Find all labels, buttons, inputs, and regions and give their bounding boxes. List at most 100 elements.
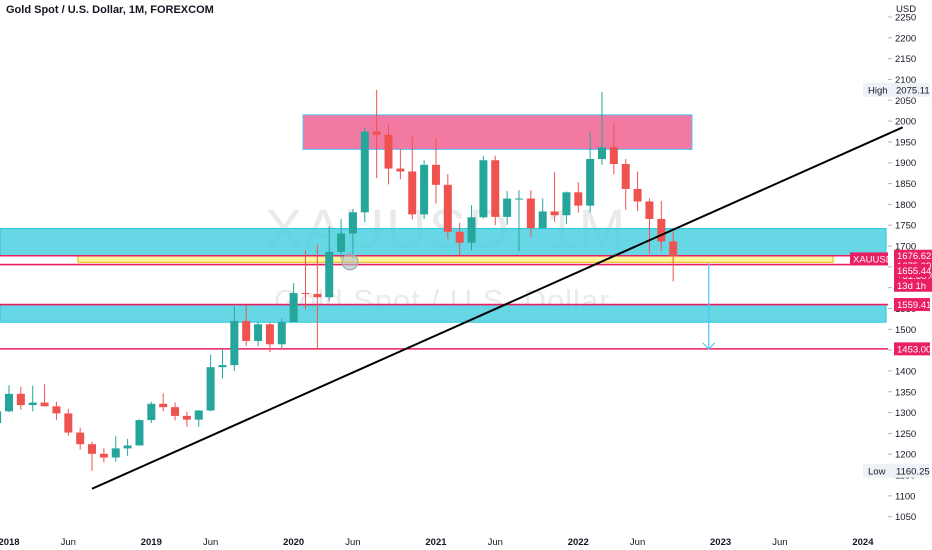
candle-body <box>147 403 156 421</box>
y-tick-label: 1700 <box>895 242 916 253</box>
candle-body <box>99 453 108 458</box>
symbol-tag-bg <box>850 252 888 266</box>
candle-body <box>171 407 180 416</box>
y-tick-label: 1200 <box>895 450 916 461</box>
candle-body <box>325 251 334 298</box>
candle-body <box>491 160 500 217</box>
candle-body <box>372 131 381 135</box>
candle-body <box>669 241 678 257</box>
x-tick-label: Jun <box>203 537 218 548</box>
candle-body <box>467 217 476 243</box>
x-tick-label: 2018 <box>0 537 20 548</box>
candle-body <box>574 192 583 206</box>
candle-body <box>609 147 618 164</box>
projection-arrow-icon <box>702 342 716 350</box>
y-tick-label: 1300 <box>895 408 916 419</box>
low-value: 1160.25 <box>896 466 930 477</box>
candle-body <box>88 444 97 454</box>
x-tick-label: 2020 <box>283 537 304 548</box>
y-tick-label: 2050 <box>895 96 916 107</box>
candle-body <box>123 445 132 449</box>
high-tag-bg <box>863 82 930 97</box>
candle-body <box>111 448 120 458</box>
candle-body <box>621 163 630 189</box>
candle-body <box>194 410 203 420</box>
candle-body <box>254 324 263 341</box>
candle-body <box>301 293 310 295</box>
candle-body <box>598 147 606 159</box>
y-tick-label: 2000 <box>895 117 916 128</box>
high-label: High <box>868 85 888 96</box>
x-tick-label: 2019 <box>141 537 162 548</box>
y-tick-label: 1100 <box>895 491 915 502</box>
candle-body <box>28 402 37 406</box>
x-tick-label: 2022 <box>568 537 589 548</box>
level-1655-tag: 1655.44 <box>897 266 931 277</box>
candle-body <box>230 320 239 366</box>
y-tick-label: 2250 <box>895 12 916 23</box>
time-axis[interactable]: 2018 Jun 2019 Jun 2020 Jun 2021 Jun 2022 Jun 2023 J… <box>0 537 874 548</box>
y-tick-label: 2100 <box>895 75 916 86</box>
zone-upper-support <box>0 228 887 257</box>
candle-body <box>360 131 369 213</box>
x-tick-label: Jun <box>630 537 645 548</box>
candle-body <box>348 212 357 234</box>
y-tick-label: 1500 <box>895 325 916 336</box>
y-tick-label: 1800 <box>895 200 916 211</box>
symbol-tag: XAUUSD <box>853 254 893 265</box>
candle-body <box>159 403 168 408</box>
candle-body <box>64 413 73 433</box>
candle-body <box>265 324 274 345</box>
candle-body <box>0 411 2 423</box>
candle-body <box>52 406 61 414</box>
low-label: Low <box>868 466 886 477</box>
x-tick-label: 2021 <box>425 537 447 548</box>
y-tick-label: 1050 <box>895 512 916 523</box>
level-1559-tag: 1559.41 <box>897 300 931 311</box>
candle-body <box>420 164 429 215</box>
y-tick-label: 1900 <box>895 158 916 169</box>
candles-layer <box>0 89 678 471</box>
candle-body <box>645 201 654 219</box>
candle-body <box>455 231 464 243</box>
zones-layer <box>0 114 888 350</box>
low-tag-bg <box>863 463 930 478</box>
level-1676-tag: 1676.62 <box>897 251 931 262</box>
candle-body <box>633 188 642 202</box>
candle-body <box>218 365 227 368</box>
candle-body <box>277 322 286 345</box>
axis-unit: USD <box>896 4 916 15</box>
trendline <box>91 126 904 490</box>
zone-yellow-band <box>77 255 834 263</box>
y-tick-label: 1950 <box>895 137 916 148</box>
candle-body <box>384 134 393 169</box>
x-tick-label: Jun <box>345 537 360 548</box>
x-tick-label: Jun <box>772 537 787 548</box>
countdown-tag: 13d 1h <box>897 281 926 292</box>
candle-body <box>313 293 322 298</box>
candle-body <box>182 415 191 420</box>
y-tick-label: 1350 <box>895 387 916 398</box>
level-1559-tag-bg <box>894 298 930 312</box>
candle-body <box>206 367 215 411</box>
candle-body <box>586 158 595 206</box>
candle-body <box>431 164 440 185</box>
level-1453-tag-bg <box>894 342 930 356</box>
candle-body <box>396 168 405 172</box>
candle-body <box>443 184 452 232</box>
candle-body <box>337 233 346 252</box>
cursor-marker <box>341 253 359 271</box>
candle-body <box>562 192 571 216</box>
candle-body <box>657 218 666 242</box>
drawings-layer <box>91 126 904 490</box>
candle-body <box>40 402 49 407</box>
x-tick-label: 2024 <box>852 537 874 548</box>
candle-body <box>526 198 535 229</box>
high-value: 2075.11 <box>896 85 930 96</box>
y-tick-label: 1850 <box>895 179 916 190</box>
x-tick-label: 2023 <box>710 537 731 548</box>
level-1655-tag-bg <box>894 264 930 278</box>
y-tick-label: 1750 <box>895 221 916 232</box>
x-tick-label: Jun <box>488 537 503 548</box>
